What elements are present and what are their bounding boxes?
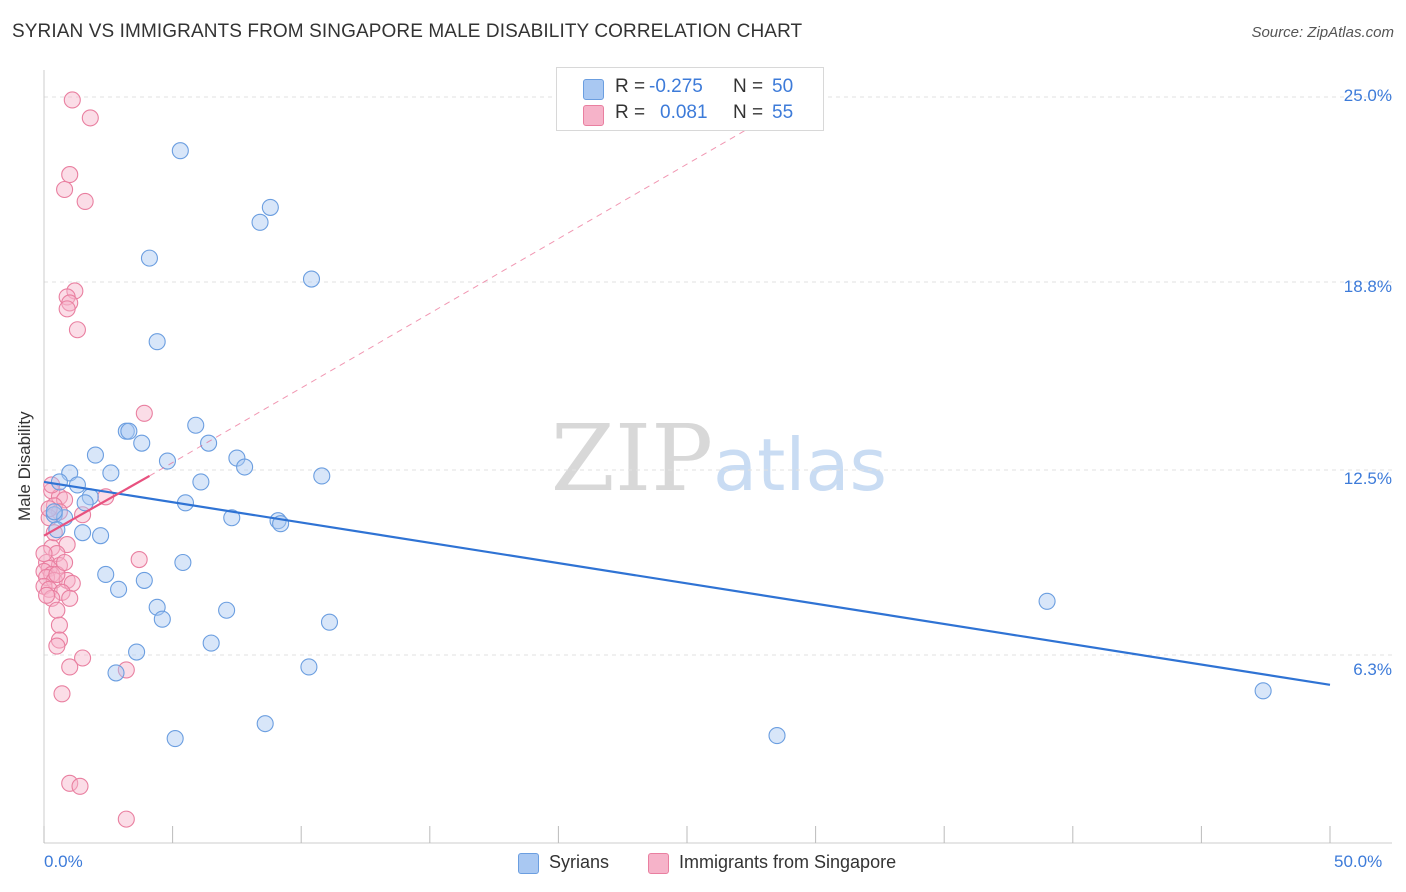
syrian-point bbox=[256, 715, 274, 733]
syrian-point bbox=[251, 213, 269, 231]
syrian-point bbox=[97, 565, 115, 583]
syrian-point bbox=[92, 527, 110, 545]
syrian-point bbox=[320, 613, 339, 631]
singapore-point bbox=[35, 545, 53, 563]
syrian-point bbox=[174, 553, 192, 572]
axes bbox=[43, 70, 1392, 844]
syrian-point bbox=[166, 730, 184, 748]
y-tick-label-18-8: 18.8% bbox=[1343, 277, 1392, 296]
x-tick-label-min: 0.0% bbox=[44, 852, 83, 871]
syrian-point bbox=[86, 446, 104, 464]
y-tick-label-12-5: 12.5% bbox=[1343, 469, 1392, 488]
watermark-atlas: atlas bbox=[713, 423, 887, 507]
singapore-trend-line bbox=[43, 475, 150, 537]
syrian-point bbox=[133, 434, 151, 452]
singapore-point bbox=[48, 637, 66, 655]
legend-n-label: N = bbox=[733, 102, 764, 123]
grid-lines bbox=[44, 96, 1392, 656]
singapore-point bbox=[48, 601, 66, 619]
syrian-point bbox=[102, 464, 120, 482]
singapore-point bbox=[50, 488, 68, 506]
x-tick-label-max: 50.0% bbox=[1334, 852, 1383, 871]
series-swatch-singapore bbox=[648, 853, 669, 874]
singapore-point bbox=[81, 109, 99, 127]
y-tick-label-6-3: 6.3% bbox=[1353, 660, 1392, 679]
syrian-point bbox=[187, 416, 205, 434]
syrian-point bbox=[300, 658, 318, 676]
syrian-point bbox=[171, 142, 189, 160]
syrian-point bbox=[153, 610, 171, 628]
singapore-point bbox=[76, 192, 94, 210]
legend-n-value-syrians: 50 bbox=[772, 76, 794, 97]
syrian-point bbox=[148, 333, 166, 351]
legend-r-value-syrians: -0.275 bbox=[649, 76, 703, 97]
syrian-point bbox=[200, 434, 218, 452]
source-credit: Source: ZipAtlas.com bbox=[1251, 24, 1394, 41]
syrian-point bbox=[1254, 682, 1272, 700]
watermark-zip: ZIP bbox=[551, 405, 713, 512]
singapore-point bbox=[61, 774, 79, 792]
syrian-point bbox=[128, 643, 146, 661]
trend-lines bbox=[43, 126, 1331, 686]
syrian-point bbox=[50, 473, 68, 491]
syrian-point bbox=[302, 270, 321, 288]
series-label-syrians: Syrians bbox=[549, 852, 610, 872]
y-tick-label-25: 25.0% bbox=[1343, 86, 1392, 105]
syrian-point bbox=[223, 509, 241, 527]
zipatlas-watermark: ZIP atlas bbox=[551, 405, 887, 512]
singapore-point bbox=[71, 777, 89, 795]
singapore-point bbox=[58, 300, 76, 318]
syrian-point bbox=[1038, 592, 1056, 610]
syrian-point bbox=[140, 249, 159, 267]
syrian-point bbox=[107, 664, 125, 682]
singapore-point bbox=[56, 553, 74, 572]
singapore-trend-extension bbox=[149, 126, 752, 477]
legend-n-label: N = bbox=[733, 76, 764, 97]
syrian-point bbox=[68, 476, 86, 494]
legend-r-value-singapore: 0.081 bbox=[660, 102, 708, 123]
syrian-point bbox=[135, 571, 153, 589]
syrian-point bbox=[76, 494, 94, 512]
legend-r-label: R = bbox=[615, 102, 646, 123]
syrian-point bbox=[45, 503, 63, 521]
syrian-point bbox=[313, 467, 331, 485]
legend-swatch-singapore bbox=[583, 105, 604, 126]
syrian-point bbox=[768, 727, 786, 745]
singapore-point bbox=[61, 589, 79, 607]
syrians-trend-line bbox=[43, 480, 1331, 686]
series-legend: Syrians Immigrants from Singapore bbox=[0, 852, 1406, 878]
syrian-point bbox=[218, 601, 236, 619]
legend-swatch-syrians bbox=[583, 79, 604, 100]
singapore-point bbox=[117, 661, 135, 679]
correlation-legend: R = -0.275 N = 50 R = 0.081 N = 55 bbox=[556, 67, 824, 131]
series-label-singapore: Immigrants from Singapore bbox=[679, 852, 897, 872]
syrian-point bbox=[236, 458, 254, 476]
singapore-point bbox=[61, 658, 79, 676]
syrian-point bbox=[202, 634, 220, 652]
syrian-point bbox=[110, 580, 128, 598]
singapore-point bbox=[63, 91, 81, 109]
legend-r-label: R = bbox=[615, 76, 646, 97]
syrian-points bbox=[45, 142, 1272, 748]
series-swatch-syrians bbox=[518, 853, 539, 874]
singapore-point bbox=[50, 616, 68, 634]
singapore-point bbox=[56, 180, 74, 199]
chart-title: SYRIAN VS IMMIGRANTS FROM SINGAPORE MALE… bbox=[12, 21, 803, 42]
syrian-point bbox=[192, 473, 210, 491]
singapore-point bbox=[117, 810, 135, 828]
singapore-point bbox=[48, 565, 66, 583]
singapore-point bbox=[53, 685, 71, 703]
syrian-point bbox=[120, 422, 138, 440]
legend-n-value-singapore: 55 bbox=[772, 102, 794, 123]
singapore-point bbox=[74, 649, 92, 667]
singapore-point bbox=[130, 550, 148, 569]
syrian-point bbox=[74, 524, 92, 542]
syrian-point bbox=[261, 198, 279, 216]
syrian-point bbox=[158, 452, 177, 470]
singapore-point bbox=[68, 321, 86, 339]
singapore-point bbox=[135, 404, 153, 422]
singapore-point bbox=[61, 166, 79, 184]
singapore-point bbox=[38, 586, 56, 604]
